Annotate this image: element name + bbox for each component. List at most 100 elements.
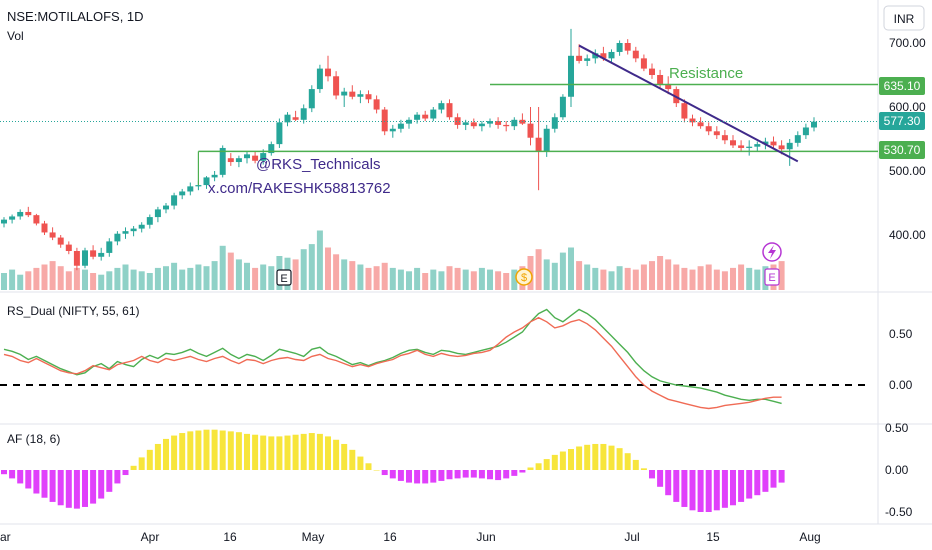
- af-bar: [90, 470, 97, 504]
- volume-bar: [576, 261, 583, 290]
- candle-body: [511, 119, 518, 127]
- earnings-marker-upcoming[interactable]: E: [764, 268, 780, 286]
- candle-body: [559, 96, 566, 118]
- af-bar: [73, 470, 80, 509]
- af-bar: [640, 468, 647, 470]
- af-bar: [373, 470, 380, 471]
- watermark-url: x.com/RAKESHK58813762: [208, 180, 391, 197]
- af-bar: [543, 459, 550, 470]
- earnings-marker[interactable]: E: [276, 269, 292, 286]
- volume-bar: [227, 252, 234, 290]
- candle-body: [154, 209, 161, 218]
- af-bar: [114, 470, 121, 484]
- af-bar: [41, 470, 48, 498]
- candle-body: [608, 51, 615, 59]
- candle-body: [389, 128, 396, 132]
- volume-bar: [65, 271, 72, 290]
- af-bar: [244, 433, 250, 470]
- af-bar: [738, 470, 745, 502]
- volume-bar: [9, 269, 16, 290]
- candle-body: [438, 103, 445, 110]
- volume-bar: [430, 269, 437, 290]
- af-bar: [665, 470, 672, 496]
- volume-bar: [308, 244, 315, 290]
- af-bar: [389, 470, 396, 479]
- time-tick-label: Apr: [141, 530, 160, 544]
- volume-bar: [649, 261, 655, 290]
- af-bar: [705, 470, 712, 512]
- volume-bar: [713, 269, 720, 290]
- candle-body: [462, 122, 469, 125]
- af-bar: [106, 470, 113, 492]
- af-bar: [657, 470, 664, 487]
- volume-bar: [17, 274, 24, 290]
- candle-body: [73, 251, 80, 266]
- price-candles: [1, 28, 817, 271]
- volume-bar: [300, 249, 307, 290]
- candle-body: [252, 155, 259, 161]
- candle-body: [697, 122, 704, 127]
- af-bar: [276, 436, 283, 470]
- dividend-marker[interactable]: $: [515, 268, 533, 286]
- candle-body: [49, 232, 56, 238]
- candle-body: [381, 109, 388, 132]
- volume-bar: [211, 261, 218, 290]
- volume-bar: [381, 262, 388, 290]
- lightning-icon[interactable]: [762, 242, 782, 262]
- candle-body: [171, 195, 178, 206]
- volume-bars: [1, 230, 785, 290]
- time-tick-label: Aug: [799, 530, 820, 544]
- candle-body: [681, 103, 688, 119]
- af-bar: [462, 470, 469, 478]
- af-bar: [163, 438, 169, 470]
- candle-body: [446, 103, 453, 118]
- volume-bar: [333, 254, 340, 290]
- af-bar: [57, 470, 64, 506]
- volume-bar: [171, 262, 178, 290]
- af-bar: [697, 470, 704, 512]
- rs-dual-pane: [0, 308, 870, 410]
- volume-bar: [657, 256, 664, 290]
- candle-body: [397, 123, 404, 129]
- candle-body: [90, 250, 97, 257]
- af-bar: [333, 439, 340, 470]
- price-tick-label: 700.00: [889, 36, 926, 50]
- volume-bar: [373, 266, 380, 290]
- volume-bar: [57, 266, 64, 290]
- candle-body: [705, 126, 712, 132]
- volume-bar: [41, 264, 48, 290]
- af-bar: [154, 443, 161, 470]
- af-bar: [487, 470, 493, 480]
- af-bar: [495, 470, 502, 481]
- volume-bar: [414, 267, 421, 290]
- af-bar: [260, 435, 267, 470]
- symbol-title: NSE:MOTILALOFS, 1D: [7, 9, 144, 24]
- candle-body: [454, 117, 461, 125]
- volume-bar: [754, 269, 761, 290]
- af-bar: [195, 430, 202, 470]
- volume-bar: [559, 252, 566, 290]
- candle-body: [341, 91, 348, 96]
- af-bar: [681, 470, 688, 507]
- volume-bar: [33, 267, 40, 290]
- candle-body: [430, 109, 437, 119]
- volume-bar: [82, 269, 88, 290]
- candle-body: [130, 228, 137, 232]
- volume-bar: [697, 266, 704, 290]
- resistance-label: Resistance: [669, 65, 743, 82]
- volume-bar: [25, 271, 32, 290]
- currency-button[interactable]: INR: [883, 5, 925, 31]
- support-price-text: 530.70: [884, 143, 921, 157]
- af-bar: [713, 470, 720, 511]
- candle-body: [470, 122, 477, 127]
- candle-body: [665, 83, 672, 90]
- af-bar: [252, 434, 259, 470]
- af-bar: [357, 456, 364, 470]
- af-bar: [227, 431, 234, 470]
- af-bar: [600, 443, 607, 470]
- candle-body: [721, 135, 728, 141]
- candle-body: [632, 50, 639, 59]
- candle-body: [138, 224, 145, 229]
- volume-bar: [454, 267, 461, 290]
- af-bar: [770, 470, 777, 488]
